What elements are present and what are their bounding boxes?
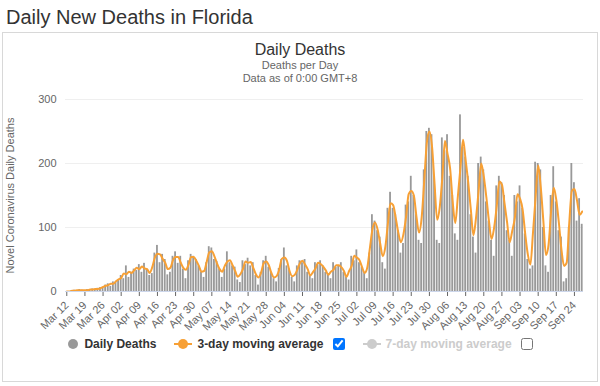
svg-text:0: 0 bbox=[50, 285, 56, 297]
svg-text:May 14: May 14 bbox=[199, 298, 234, 333]
svg-text:Jul 09: Jul 09 bbox=[349, 298, 379, 328]
html-text:7-day moving average: 7-day moving average bbox=[385, 337, 512, 351]
svg-text:Aug 13: Aug 13 bbox=[436, 298, 470, 332]
svg-text:Jul 02: Jul 02 bbox=[331, 298, 361, 328]
svg-text:Mar 19: Mar 19 bbox=[56, 298, 89, 332]
svg-text:Sep 17: Sep 17 bbox=[527, 298, 561, 332]
svg-text:100: 100 bbox=[38, 221, 56, 233]
html-text:Daily New Deaths in Florida: Daily New Deaths in Florida bbox=[6, 6, 253, 28]
html-text:Daily Deaths: Daily Deaths bbox=[84, 337, 157, 351]
svg-text:Apr 23: Apr 23 bbox=[148, 298, 180, 331]
svg-text:Jul 30: Jul 30 bbox=[404, 298, 434, 328]
svg-text:Jul 23: Jul 23 bbox=[385, 298, 416, 328]
svg-text:Jul 16: Jul 16 bbox=[367, 298, 397, 328]
svg-text:Sep 24: Sep 24 bbox=[545, 299, 578, 332]
svg-text:Jun 25: Jun 25 bbox=[310, 298, 343, 331]
svg-text:Aug 06: Aug 06 bbox=[418, 298, 452, 332]
svg-text:200: 200 bbox=[38, 157, 56, 169]
html-text:Daily Deaths: Daily Deaths bbox=[254, 41, 346, 58]
svg-text:Mar 12: Mar 12 bbox=[38, 298, 71, 332]
svg-text:May 21: May 21 bbox=[218, 298, 252, 333]
svg-text:Jun 18: Jun 18 bbox=[292, 298, 325, 331]
svg-text:Jun 04: Jun 04 bbox=[256, 298, 289, 331]
svg-text:Aug 27: Aug 27 bbox=[472, 298, 506, 332]
svg-text:May 28: May 28 bbox=[236, 298, 271, 333]
svg-text:Aug 20: Aug 20 bbox=[454, 298, 488, 332]
svg-text:300: 300 bbox=[38, 93, 56, 105]
svg-text:May 07: May 07 bbox=[181, 298, 216, 333]
svg-text:Sep 10: Sep 10 bbox=[508, 298, 543, 332]
svg-text:Jun 11: Jun 11 bbox=[275, 298, 307, 330]
html-text:Deaths per Day: Deaths per Day bbox=[261, 59, 339, 71]
svg-text:Apr 30: Apr 30 bbox=[166, 298, 198, 331]
html-text:3-day moving average: 3-day moving average bbox=[197, 337, 324, 351]
svg-text:Apr 09: Apr 09 bbox=[111, 298, 144, 331]
svg-text:Novel Coronavirus Daily Deaths: Novel Coronavirus Daily Deaths bbox=[4, 117, 16, 273]
html-text:Data as of 0:00 GMT+8: Data as of 0:00 GMT+8 bbox=[242, 72, 358, 84]
svg-text:Apr 16: Apr 16 bbox=[129, 298, 162, 331]
svg-text:Mar 26: Mar 26 bbox=[74, 298, 107, 332]
svg-text:Sep 03: Sep 03 bbox=[490, 298, 524, 332]
svg-text:Apr 02: Apr 02 bbox=[93, 298, 126, 331]
